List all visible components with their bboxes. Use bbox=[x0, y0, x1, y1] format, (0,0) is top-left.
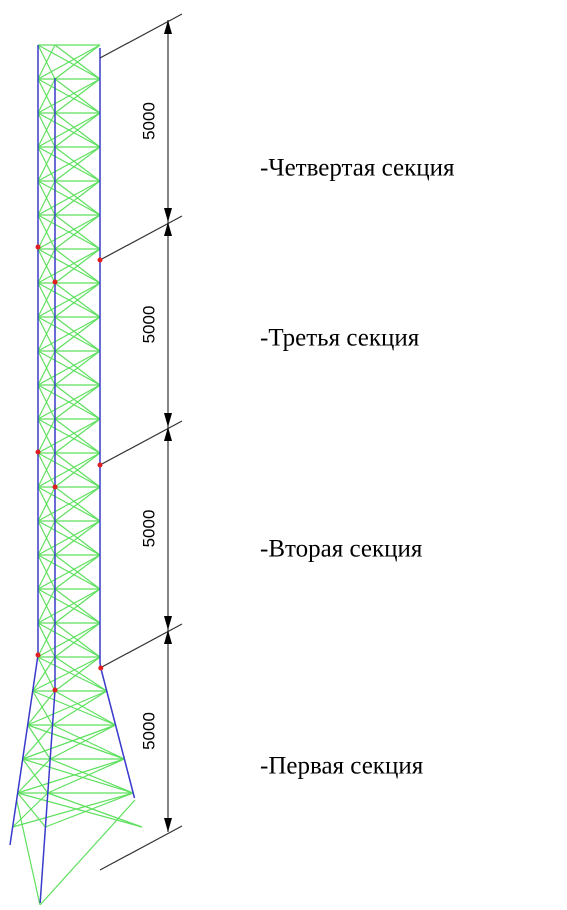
extension-line bbox=[100, 14, 182, 58]
section-label: -Четвертая секция bbox=[260, 155, 455, 182]
brace bbox=[50, 725, 115, 759]
brace bbox=[45, 793, 133, 827]
joint bbox=[36, 245, 41, 250]
leg bbox=[100, 48, 134, 798]
brace bbox=[18, 793, 142, 827]
joint bbox=[98, 258, 103, 263]
joint bbox=[53, 485, 58, 490]
section-label: -Первая секция bbox=[260, 753, 424, 780]
brace bbox=[28, 691, 107, 725]
brace bbox=[38, 657, 107, 691]
joint bbox=[36, 450, 41, 455]
extension-line bbox=[100, 216, 182, 260]
brace bbox=[55, 657, 107, 691]
brace bbox=[48, 793, 142, 827]
brace bbox=[28, 725, 125, 759]
dimension-value: 5000 bbox=[139, 306, 158, 344]
section-label: -Вторая секция bbox=[260, 536, 423, 563]
brace bbox=[28, 725, 51, 759]
joint bbox=[36, 653, 41, 658]
extension-line bbox=[100, 826, 182, 870]
section-labels: -Четвертая секция -Третья секция -Вторая с… bbox=[260, 155, 455, 780]
section-label: -Третья секция bbox=[260, 325, 420, 352]
dimension-value: 5000 bbox=[139, 712, 158, 750]
dimension-value: 5000 bbox=[139, 102, 158, 140]
joint bbox=[53, 688, 58, 693]
brace bbox=[33, 657, 100, 691]
brace bbox=[33, 691, 116, 725]
brace bbox=[48, 759, 125, 793]
dimension-value: 5000 bbox=[139, 510, 158, 548]
brace bbox=[23, 725, 116, 759]
brace bbox=[33, 691, 53, 725]
brace bbox=[53, 691, 107, 725]
joint bbox=[53, 280, 58, 285]
joint bbox=[98, 463, 103, 468]
bracing bbox=[13, 45, 142, 905]
joint bbox=[98, 666, 103, 671]
brace bbox=[23, 759, 134, 793]
extension-line bbox=[100, 624, 182, 668]
tower-diagram: 5000 5000 5000 5000 -Четвертая секция -Треть… bbox=[0, 0, 567, 910]
brace bbox=[50, 759, 133, 793]
brace bbox=[53, 725, 125, 759]
extension-line bbox=[100, 421, 182, 465]
brace bbox=[55, 691, 116, 725]
